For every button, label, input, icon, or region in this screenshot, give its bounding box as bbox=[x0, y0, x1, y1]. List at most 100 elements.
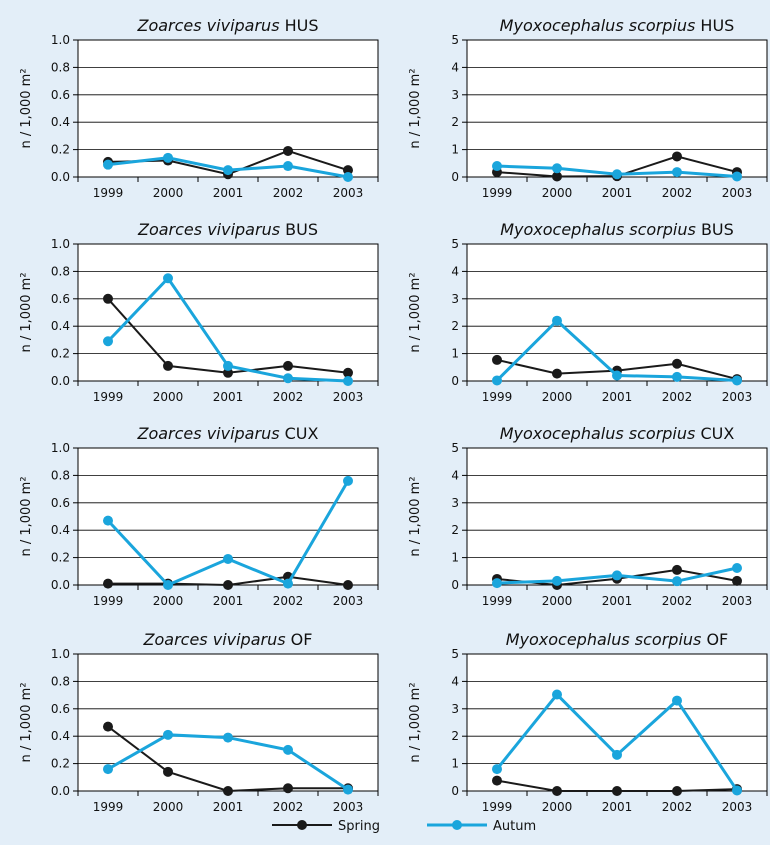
x-tick-label: 2003 bbox=[333, 186, 364, 200]
y-tick-label: 3 bbox=[451, 88, 459, 102]
x-tick-label: 1999 bbox=[482, 390, 513, 404]
y-tick-label: 1 bbox=[451, 551, 459, 565]
plot-area bbox=[466, 653, 768, 792]
data-point-autum bbox=[552, 689, 562, 700]
x-tick-label: 2000 bbox=[153, 800, 184, 814]
x-tick-label: 2001 bbox=[602, 390, 633, 404]
x-tick-label: 2001 bbox=[602, 594, 633, 608]
y-tick-label: 1 bbox=[451, 347, 459, 361]
data-point-autum bbox=[552, 315, 562, 326]
y-tick-label: 0.4 bbox=[51, 729, 70, 743]
data-point-autum bbox=[612, 749, 622, 760]
data-point-autum bbox=[223, 165, 233, 176]
data-point-autum bbox=[612, 169, 622, 180]
plot-area bbox=[77, 447, 379, 586]
x-tick-label: 2002 bbox=[662, 186, 693, 200]
x-tick-label: 2000 bbox=[542, 800, 573, 814]
x-tick-label: 1999 bbox=[93, 594, 124, 608]
data-point-autum bbox=[163, 152, 173, 163]
data-point-spring bbox=[732, 575, 742, 586]
data-point-autum bbox=[492, 764, 502, 775]
y-tick-label: 0.4 bbox=[51, 319, 70, 333]
data-point-spring bbox=[672, 786, 682, 796]
chart-panel-8: 0 1 2 3 4 5 1999 2000 2001 2002 2003 Myoxocephalus … bbox=[408, 630, 768, 814]
x-tick-label: 2000 bbox=[153, 390, 184, 404]
y-tick-label: 0.6 bbox=[51, 292, 70, 306]
y-tick-label: 0.2 bbox=[51, 551, 70, 565]
y-tick-label: 1.0 bbox=[51, 647, 70, 661]
y-tick-label: 0.0 bbox=[51, 374, 70, 388]
plot-area bbox=[466, 447, 768, 586]
y-tick-label: 0.8 bbox=[51, 674, 70, 688]
x-tick-label: 1999 bbox=[93, 390, 124, 404]
y-tick-label: 2 bbox=[451, 523, 459, 537]
x-tick-label: 2002 bbox=[273, 390, 304, 404]
y-tick-label: 0 bbox=[451, 578, 459, 592]
x-tick-label: 2002 bbox=[662, 800, 693, 814]
data-point-spring bbox=[672, 358, 682, 369]
data-point-spring bbox=[283, 783, 293, 794]
chart-panel-3: 0.0 0.2 0.4 0.6 0.8 1.0 1999 2000 2001 2002 2003 Zo… bbox=[19, 220, 379, 404]
chart-title: Myoxocephalus scorpius BUS bbox=[500, 220, 734, 239]
y-tick-label: 3 bbox=[451, 496, 459, 510]
x-tick-label: 2000 bbox=[542, 186, 573, 200]
data-point-autum bbox=[103, 336, 113, 347]
x-tick-label: 2003 bbox=[722, 594, 753, 608]
chart-title: Zoarces viviparus CUX bbox=[137, 424, 319, 443]
data-point-spring bbox=[552, 368, 562, 379]
data-point-autum bbox=[223, 732, 233, 743]
figure-panel: 0.0 0.2 0.4 0.6 0.8 1.0 1999 2000 2001 2002 2003 Zo… bbox=[0, 0, 770, 845]
y-tick-label: 2 bbox=[451, 319, 459, 333]
y-tick-label: 0.0 bbox=[51, 784, 70, 798]
x-tick-label: 2001 bbox=[213, 390, 244, 404]
data-point-autum bbox=[163, 729, 173, 740]
data-point-spring bbox=[492, 775, 502, 786]
legend-label-autum: Autum bbox=[493, 819, 536, 834]
y-tick-label: 4 bbox=[451, 468, 459, 482]
data-point-autum bbox=[672, 576, 682, 587]
y-tick-label: 5 bbox=[451, 647, 459, 661]
plot-area bbox=[466, 39, 768, 178]
chart-title: Zoarces viviparus HUS bbox=[136, 16, 318, 35]
legend: Spring Autum bbox=[272, 819, 536, 834]
data-point-autum bbox=[732, 171, 742, 182]
plot-area bbox=[77, 243, 379, 382]
y-tick-label: 1 bbox=[451, 143, 459, 157]
y-tick-label: 0.8 bbox=[51, 60, 70, 74]
data-point-autum bbox=[672, 167, 682, 178]
data-point-autum bbox=[732, 785, 742, 796]
x-tick-label: 2003 bbox=[333, 594, 364, 608]
data-point-autum bbox=[732, 563, 742, 574]
chart-title: Myoxocephalus scorpius OF bbox=[506, 630, 729, 649]
data-point-autum bbox=[163, 273, 173, 284]
data-point-spring bbox=[283, 360, 293, 371]
data-point-autum bbox=[283, 578, 293, 589]
data-point-spring bbox=[672, 564, 682, 575]
x-tick-label: 2000 bbox=[542, 390, 573, 404]
data-point-autum bbox=[343, 376, 353, 386]
data-point-autum bbox=[732, 375, 742, 386]
y-tick-label: 0.6 bbox=[51, 88, 70, 102]
x-tick-label: 1999 bbox=[482, 800, 513, 814]
plot-area bbox=[77, 39, 379, 178]
data-point-spring bbox=[103, 578, 113, 589]
y-axis-label: n / 1,000 m² bbox=[19, 682, 34, 762]
y-tick-label: 0.0 bbox=[51, 170, 70, 184]
y-tick-label: 1 bbox=[451, 757, 459, 771]
x-tick-label: 1999 bbox=[93, 800, 124, 814]
chart-title: Myoxocephalus scorpius CUX bbox=[500, 424, 735, 443]
y-tick-label: 0.0 bbox=[51, 578, 70, 592]
data-point-spring bbox=[223, 367, 233, 378]
x-tick-label: 1999 bbox=[482, 186, 513, 200]
y-tick-label: 1.0 bbox=[51, 33, 70, 47]
y-tick-label: 0 bbox=[451, 374, 459, 388]
y-tick-label: 0.8 bbox=[51, 264, 70, 278]
y-axis-label: n / 1,000 m² bbox=[408, 272, 423, 352]
plot-area bbox=[77, 653, 379, 792]
data-point-autum bbox=[552, 575, 562, 586]
x-tick-label: 2002 bbox=[662, 390, 693, 404]
y-tick-label: 3 bbox=[451, 702, 459, 716]
legend-label-spring: Spring bbox=[338, 819, 380, 834]
data-point-autum bbox=[223, 553, 233, 564]
x-tick-label: 2001 bbox=[602, 800, 633, 814]
